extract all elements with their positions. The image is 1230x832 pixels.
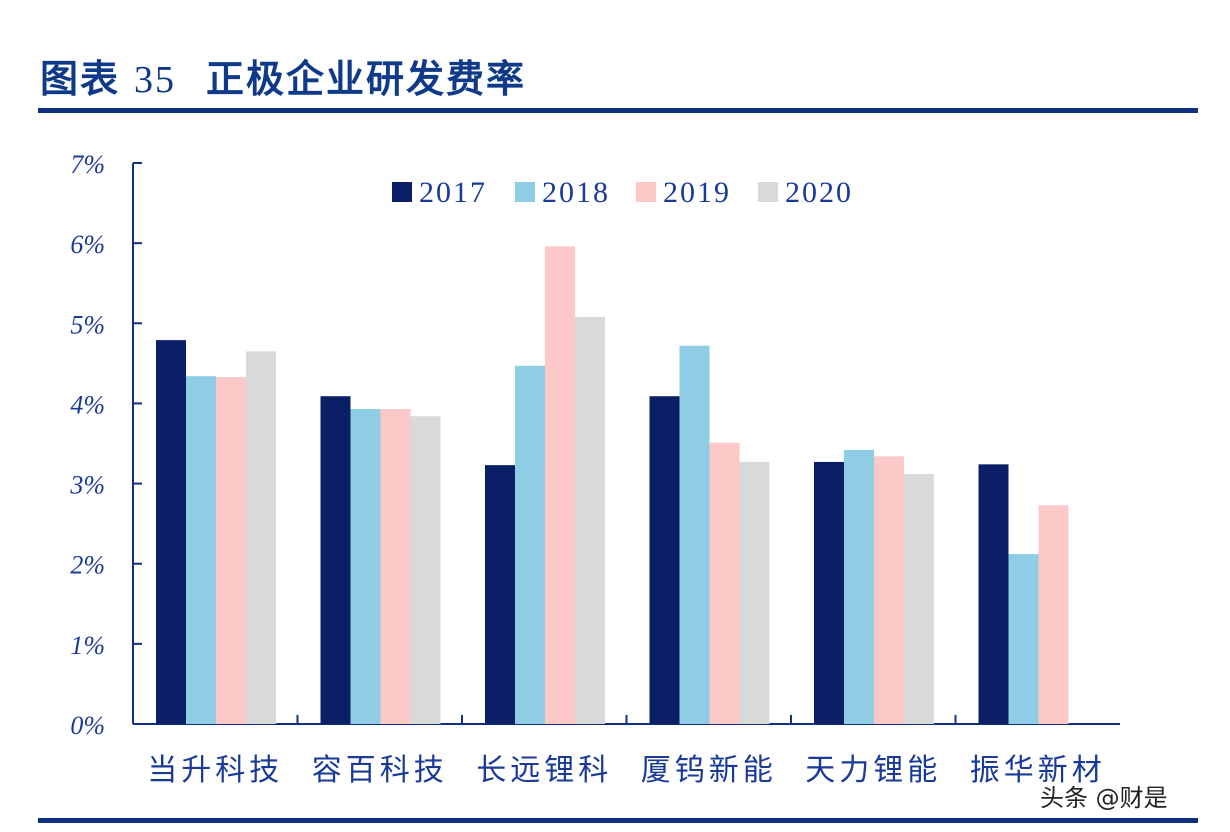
bar-2018 [1008,554,1039,724]
y-tick-label: 5% [70,310,105,339]
x-tick-label: 振华新材 [970,753,1106,788]
bar-2019 [874,456,904,724]
x-tick-label: 容百科技 [312,753,448,788]
bar-2020 [410,416,441,724]
bar-2017 [814,461,844,724]
y-tick-label: 6% [70,230,105,259]
x-tick-label: 厦钨新能 [641,753,777,788]
figure-title: 图表 35 正极企业研发费率 [40,48,526,103]
bar-2020 [246,351,276,724]
bar-2020 [739,461,770,724]
chart-title: 正极企业研发费率 [206,57,527,101]
legend-swatch-2018 [515,182,535,202]
legend-label: 2017 [419,176,487,209]
y-tick-label: 3% [69,471,105,500]
legend-label: 2019 [663,176,731,209]
bar-2017 [320,396,351,724]
bar-2017 [156,340,186,724]
bar-2018 [350,409,381,724]
bar-2017 [485,465,515,724]
legend-swatch-2020 [758,182,778,202]
figure-label: 图表 [40,57,121,101]
bar-2018 [679,345,710,724]
watermark: 头条 @财是 [1040,784,1168,812]
bar-2019 [545,246,575,724]
bar-2018 [844,449,874,724]
y-tick-label: 0% [70,711,105,740]
bar-2020 [904,473,934,724]
bar-2018 [186,376,216,724]
bar-2020 [575,316,605,724]
bar-2019 [709,442,740,724]
x-tick-label: 天力锂能 [805,753,941,788]
bar-2019 [216,376,246,724]
bar-2019 [1038,505,1069,724]
legend-label: 2018 [542,176,610,209]
figure-number: 35 [134,59,177,101]
title-rule [38,108,1198,113]
legend-swatch-2017 [392,182,412,202]
y-tick-label: 2% [70,551,105,580]
y-tick-label: 7% [70,150,105,179]
legend-label: 2020 [785,176,853,209]
y-tick-label: 1% [70,631,105,660]
bar-2019 [380,409,411,724]
bar-2018 [515,365,545,724]
y-tick-label: 4% [70,390,105,419]
bar-2017 [649,396,680,724]
x-tick-label: 长远锂科 [476,753,612,788]
x-tick-label: 当升科技 [147,753,283,788]
legend-swatch-2019 [636,182,656,202]
bottom-rule [38,818,1198,823]
bar-2017 [978,464,1009,724]
